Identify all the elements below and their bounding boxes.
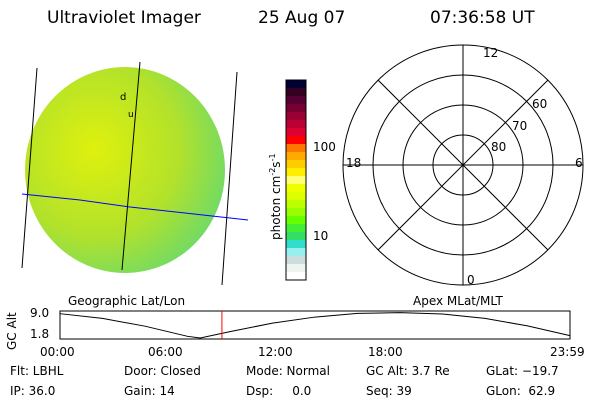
lat-60: 60 (532, 97, 548, 111)
map-label-d: d (120, 92, 127, 103)
gc-alt-line (59, 312, 571, 339)
xtick: 00:00 (40, 345, 75, 359)
mlt-12: 12 (483, 46, 499, 60)
apex-title: Apex MLat/MLT (413, 294, 503, 308)
colorbar-tick-100: 100 (313, 140, 336, 154)
colorbar-label-text: photon cm (269, 175, 283, 240)
colorbar-band (286, 168, 306, 177)
info-ip: IP: 36.0 (10, 384, 56, 398)
info-gc-alt: GC Alt: 3.7 Re (366, 364, 450, 378)
uv-image-disk (21, 61, 249, 286)
info-glat: GLat: −19.7 (486, 364, 559, 378)
colorbar-exp2: -1 (268, 153, 277, 162)
colorbar-tick-10: 10 (313, 229, 329, 243)
colorbar-unit2: s (269, 161, 283, 168)
colorbar-band (286, 96, 306, 105)
colorbar-band (286, 248, 306, 257)
colorbar-band (286, 240, 306, 249)
xtick: 06:00 (148, 345, 183, 359)
colorbar (285, 79, 307, 281)
colorbar-band (286, 272, 306, 281)
colorbar-band (286, 264, 306, 273)
colorbar-band (286, 176, 306, 185)
info-seq: Seq: 39 (366, 384, 412, 398)
colorbar-band (286, 128, 306, 137)
colorbar-band (286, 160, 306, 169)
xtick: 12:00 (258, 345, 293, 359)
y-axis-label: GC Alt (5, 312, 19, 350)
colorbar-band (286, 104, 306, 113)
colorbar-frame (285, 79, 307, 281)
ytick: 9.0 (30, 306, 50, 320)
polar-grid (342, 44, 584, 286)
colorbar-band (286, 144, 306, 153)
instrument-title: Ultraviolet Imager (47, 8, 201, 28)
ytick: 1.8 (30, 327, 50, 341)
lat-80: 80 (491, 140, 507, 154)
xtick: 23:59 (550, 345, 585, 359)
colorbar-band (286, 80, 306, 89)
map-label-u: u (128, 110, 134, 120)
gc-alt-plot (59, 310, 571, 340)
date: 25 Aug 07 (258, 8, 346, 28)
colorbar-band (286, 208, 306, 217)
colorbar-band (286, 152, 306, 161)
colorbar-band (286, 112, 306, 121)
lat-70: 70 (512, 119, 528, 133)
colorbar-band (286, 256, 306, 265)
info-door: Door: Closed (124, 364, 201, 378)
mlt-18: 18 (346, 156, 362, 170)
colorbar-band (286, 88, 306, 97)
colorbar-band (286, 192, 306, 201)
colorbar-exp1: -2 (268, 167, 277, 176)
mlt-0: 0 (467, 273, 475, 287)
colorbar-band (286, 216, 306, 225)
info-mode: Mode: Normal (246, 364, 330, 378)
geographic-title: Geographic Lat/Lon (68, 294, 186, 308)
colorbar-band (286, 224, 306, 233)
info-filter: Flt: LBHL (10, 364, 64, 378)
mlt-6: 6 (575, 156, 583, 170)
colorbar-label: photon cm-2s-1 (268, 153, 283, 240)
info-glon: GLon: 62.9 (486, 384, 556, 398)
colorbar-band (286, 232, 306, 241)
colorbar-band (286, 184, 306, 193)
info-dsp: Dsp: 0.0 (246, 384, 312, 398)
colorbar-band (286, 136, 306, 145)
colorbar-band (286, 200, 306, 209)
colorbar-band (286, 120, 306, 129)
time: 07:36:58 UT (430, 8, 535, 28)
info-gain: Gain: 14 (124, 384, 175, 398)
xtick: 18:00 (368, 345, 403, 359)
